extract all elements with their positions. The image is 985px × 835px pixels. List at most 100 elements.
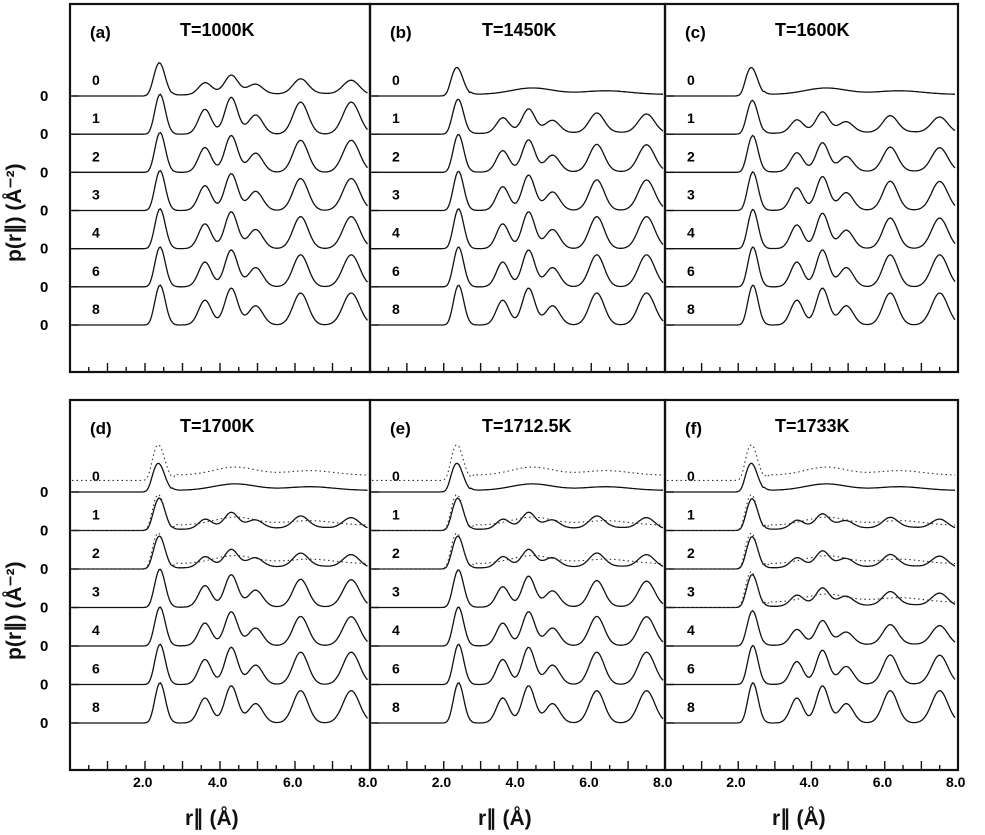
x-axis-label-b: r∥ (Å) [478,807,532,830]
series-dotted-3 [667,570,956,609]
series-label: 6 [687,263,695,279]
series-label: 0 [687,72,695,88]
panel-d: (d) T=1700K 2.0 4.0 6.0 8.0 0 0 0 1 0 2 0 3 0 4 0 6 0 8 [40,398,378,790]
x-tick-label: 4.0 [506,774,526,790]
series-label: 8 [92,301,100,317]
series-label: 8 [392,301,400,317]
x-tick-label: 6.0 [873,774,893,790]
panel-letter: (d) [90,419,112,438]
series-label: 1 [392,507,400,523]
series-label: 6 [392,661,400,677]
series-line-3 [372,170,664,212]
series-line-2 [72,535,368,570]
series-label: 2 [92,148,100,164]
series-line-4 [667,609,956,647]
panel-letter: (e) [390,419,411,438]
x-tick-label: 8.0 [653,774,673,790]
y-tick-label: 0 [40,484,48,501]
x-tick-label: 2.0 [726,774,746,790]
series-line-6 [72,246,369,288]
series-line-2 [372,535,664,570]
series-label: 0 [92,72,100,88]
panel-letter: (a) [90,23,111,42]
y-axis-label-bottom: p(r∥) (Å⁻²) [3,561,26,660]
series-line-0 [372,462,663,493]
series-label: 6 [92,661,100,677]
series-line-8 [372,284,664,326]
y-tick-label: 0 [40,638,48,655]
y-tick-label: 0 [40,523,48,540]
panel-title: T=1000K [180,20,255,40]
series-label: 8 [92,699,100,715]
series-dotted-2 [667,532,956,570]
series-line-6 [667,246,956,288]
panel-letter: (b) [390,23,412,42]
y-tick-label: 0 [40,203,48,220]
panel-letter: (f) [685,419,702,438]
series-dotted-1 [372,494,663,532]
series-line-2 [72,131,369,173]
panel-c: (c) T=1600K 0 1 2 3 4 6 8 [663,2,960,374]
y-axis-label-top: p(r∥) (Å⁻²) [3,163,26,262]
series-line-0 [667,462,956,493]
series-line-6 [72,643,369,686]
series-line-4 [72,208,369,250]
series-label: 4 [92,225,100,241]
series-line-6 [667,644,956,686]
series-label: 1 [687,507,695,523]
series-line-1 [372,98,664,135]
series-line-1 [667,99,956,135]
panel-b: (b) T=1450K 0 1 2 3 4 6 8 [368,2,667,374]
panel-frame [68,2,372,374]
y-tick-label: 0 [40,561,48,578]
panel-e: (e) T=1712.5K 2.0 4.0 6.0 8.0 0 1 2 3 4 6 8 [368,398,673,790]
y-tick-label: 0 [40,317,48,334]
x-tick-label: 4.0 [800,774,820,790]
series-line-6 [372,643,664,686]
series-line-0 [72,462,368,493]
series-line-1 [372,497,664,532]
series-label: 8 [392,699,400,715]
series-line-8 [72,682,369,724]
series-label: 1 [687,110,695,126]
series-label: 0 [392,72,400,88]
y-tick-label: 0 [40,126,48,143]
series-line-1 [667,497,956,532]
series-line-0 [72,62,368,97]
series-line-3 [72,169,369,212]
y-tick-label: 0 [40,715,48,732]
y-tick-label: 0 [40,677,48,694]
y-tick-label: 0 [40,600,48,617]
series-label: 6 [392,263,400,279]
series-label: 8 [687,301,695,317]
series-label: 0 [92,468,100,484]
series-label: 1 [392,110,400,126]
series-line-8 [72,284,369,326]
series-line-6 [372,246,664,288]
x-tick-label: 2.0 [133,774,153,790]
series-label: 2 [92,545,100,561]
panel-title: T=1450K [482,20,557,40]
series-line-4 [372,208,664,250]
series-label: 3 [92,187,100,203]
series-label: 4 [392,622,400,638]
x-tick-label: 8.0 [946,774,966,790]
series-line-2 [667,134,956,173]
series-line-2 [372,133,664,173]
series-line-2 [667,535,956,570]
series-dotted-1 [667,493,956,532]
series-dotted-0 [72,444,368,481]
series-line-4 [72,606,368,647]
series-line-1 [72,93,369,135]
y-tick-label: 0 [40,88,48,105]
series-label: 4 [392,225,400,241]
series-dotted-2 [72,532,368,570]
series-label: 3 [687,584,695,600]
series-label: 1 [92,110,100,126]
x-tick-label: 4.0 [208,774,228,790]
series-label: 3 [92,584,100,600]
series-dotted-2 [372,532,663,570]
series-line-8 [372,682,664,724]
series-dotted-0 [372,444,664,481]
